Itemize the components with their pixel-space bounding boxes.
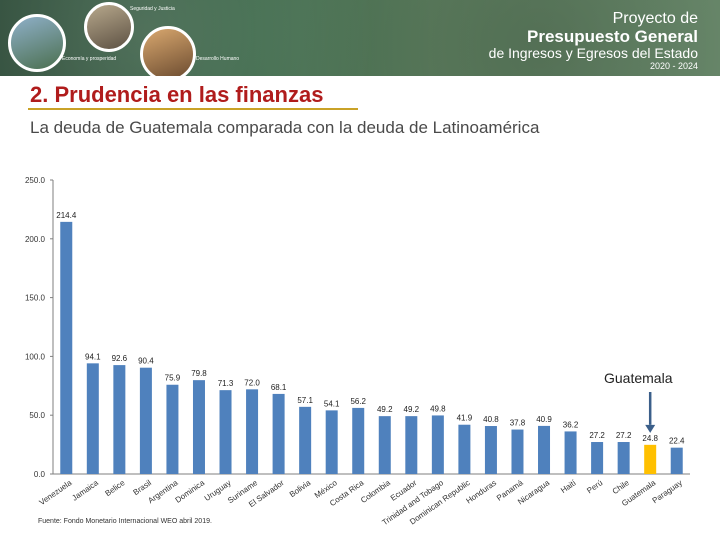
bar-hait-	[564, 431, 577, 474]
bar-nicaragua	[538, 425, 551, 474]
data-label: 92.6	[112, 354, 128, 363]
data-label: 94.1	[85, 352, 101, 361]
data-label: 27.2	[589, 431, 605, 440]
photo-economy	[8, 14, 66, 72]
x-tick-label: Haití	[559, 478, 578, 495]
project-title-line1: Proyecto de	[612, 10, 698, 27]
annotation-arrow-head	[645, 424, 656, 433]
header-banner: Economía y prosperidad Seguridad y Justi…	[0, 0, 720, 76]
y-tick-label: 250.0	[25, 176, 46, 185]
bar-suriname	[246, 389, 259, 474]
bar-guatemala	[644, 444, 657, 474]
bar-ecuador	[405, 416, 418, 474]
x-tick-label: Honduras	[465, 478, 499, 505]
data-label: 214.4	[56, 211, 77, 220]
y-tick-label: 100.0	[25, 352, 46, 361]
bar-paraguay	[670, 447, 683, 474]
label-security: Seguridad y Justicia	[130, 6, 175, 12]
label-development: Desarrollo Humano	[196, 56, 240, 62]
bar-per-	[591, 442, 604, 474]
bar-belice	[113, 365, 126, 474]
slide-heading: 2. Prudencia en las finanzas	[30, 82, 324, 107]
heading-underline	[28, 108, 358, 110]
slide-subtitle: La deuda de Guatemala comparada con la d…	[30, 118, 540, 137]
data-label: 37.8	[510, 419, 526, 428]
bar-dominica	[192, 380, 205, 474]
guatemala-annotation: Guatemala	[604, 370, 673, 386]
source-note: Fuente: Fondo Monetario Internacional WE…	[38, 518, 212, 525]
bar-argentina	[166, 384, 179, 474]
data-label: 24.8	[642, 434, 658, 443]
x-tick-label: Belice	[103, 478, 126, 498]
data-label: 49.8	[430, 404, 446, 413]
y-tick-label: 150.0	[25, 294, 46, 303]
project-years: 2020 - 2024	[649, 61, 698, 71]
bar-honduras	[484, 426, 497, 474]
bar-costa-rica	[352, 407, 365, 474]
y-tick-label: 0.0	[34, 470, 46, 479]
data-label: 71.3	[218, 379, 234, 388]
y-tick-label: 200.0	[25, 235, 46, 244]
data-label: 41.9	[457, 414, 473, 423]
x-tick-label: Perú	[585, 478, 604, 495]
photo-development	[140, 26, 196, 76]
bar-colombia	[378, 416, 391, 474]
data-label: 72.0	[244, 378, 260, 387]
bar-brasil	[139, 367, 152, 474]
x-tick-label: Jamaica	[70, 478, 100, 503]
data-label: 40.9	[536, 415, 552, 424]
x-tick-label: Bolivia	[288, 478, 313, 499]
bar-chile	[617, 442, 630, 474]
y-tick-label: 50.0	[29, 411, 45, 420]
data-label: 27.2	[616, 431, 632, 440]
data-label: 68.1	[271, 383, 287, 392]
bar-panam-	[511, 429, 524, 474]
x-tick-label: Venezuela	[38, 478, 74, 507]
data-label: 36.2	[563, 420, 579, 429]
data-label: 40.8	[483, 415, 499, 424]
bar-m-xico	[325, 410, 338, 474]
x-tick-label: Chile	[611, 478, 632, 496]
data-label: 57.1	[297, 396, 313, 405]
x-tick-label: Argentina	[146, 478, 180, 505]
data-label: 54.1	[324, 399, 340, 408]
project-title-line2: Presupuesto General	[526, 27, 698, 46]
bar-dominican-republic	[458, 424, 471, 474]
x-tick-label: Colombia	[359, 478, 392, 505]
x-tick-label: Dominica	[174, 478, 207, 505]
bar-uruguay	[219, 390, 232, 474]
data-label: 75.9	[165, 374, 181, 383]
bar-jamaica	[86, 363, 99, 474]
label-economy: Economía y prosperidad	[62, 56, 117, 62]
photo-security	[84, 2, 134, 52]
data-label: 90.4	[138, 357, 154, 366]
bar-trinidad-and-tobago	[431, 415, 444, 474]
data-label: 22.4	[669, 437, 685, 446]
bar-venezuela	[60, 221, 73, 474]
project-title-line3: de Ingresos y Egresos del Estado	[488, 45, 698, 61]
bar-el-salvador	[272, 393, 285, 474]
data-label: 49.2	[404, 405, 420, 414]
x-tick-label: Paraguay	[651, 478, 684, 505]
data-label: 79.8	[191, 369, 207, 378]
data-label: 49.2	[377, 405, 393, 414]
bar-bolivia	[299, 406, 312, 474]
data-label: 56.2	[350, 397, 366, 406]
